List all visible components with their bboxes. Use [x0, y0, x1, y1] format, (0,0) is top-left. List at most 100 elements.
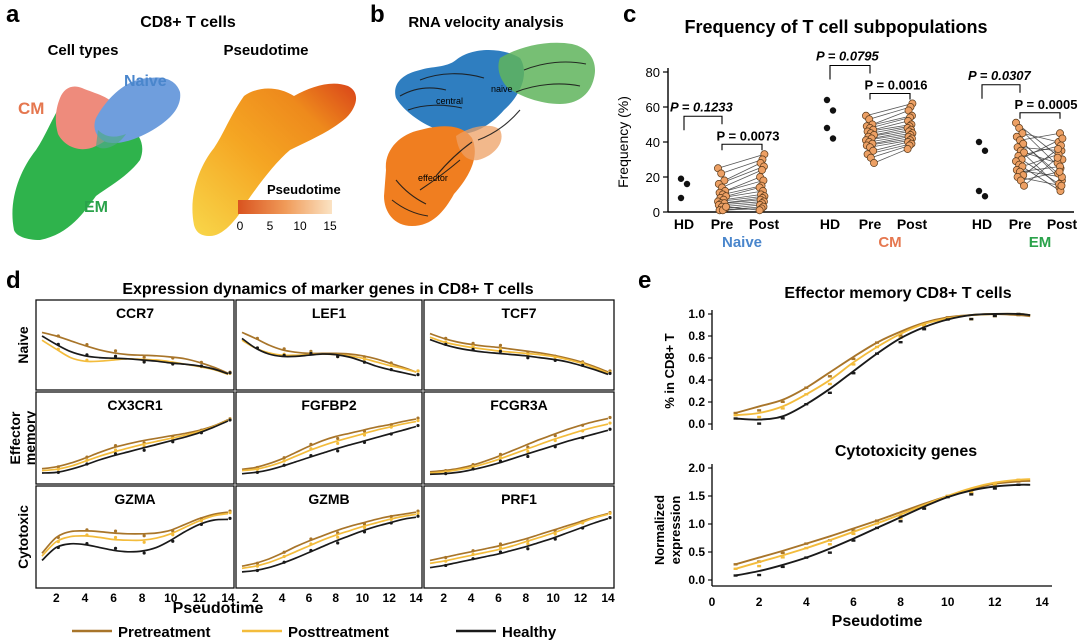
gene-panel-ccr7: CCR7 [35, 299, 235, 391]
pair-line [1018, 164, 1061, 192]
series-point-healthy [804, 556, 809, 559]
series-point-post [336, 441, 340, 446]
series-point-healthy [553, 537, 557, 541]
series-point-pre [113, 349, 118, 353]
series-point-healthy [199, 431, 203, 435]
series-point-healthy [969, 317, 974, 321]
series-point-pre [282, 347, 286, 351]
series-point-healthy [171, 440, 175, 444]
pair-line [724, 162, 761, 181]
p-value-outer: P = 0.0307 [968, 68, 1032, 83]
series-point-healthy [416, 373, 420, 377]
x-tick-label: 0 [709, 595, 716, 609]
series-point-post [733, 414, 738, 417]
series-point-pre [142, 355, 146, 359]
velocity-effector-cluster [384, 126, 475, 226]
x-tick-label: 4 [279, 591, 286, 605]
series-point-healthy [228, 418, 232, 422]
pre-point [720, 176, 729, 185]
series-point-healthy [362, 530, 367, 534]
series-point-healthy [922, 328, 927, 331]
effector-memory-charts: 0.0 0.2 0.4 0.6 0.8 1.0 % in CD8+ T 0.0 0.5 1.0 1.… [652, 307, 1052, 630]
colorbar-tick: 5 [267, 219, 274, 233]
series-point-post [1016, 478, 1021, 481]
p-value-inner: P = 0.0016 [864, 78, 927, 93]
y-tick-label: 20 [646, 170, 660, 185]
series-point-healthy [85, 462, 89, 466]
significance-bracket-inner [721, 143, 763, 151]
x-tick-label: 10 [356, 591, 370, 605]
panel-c: c Frequency of T cell subpopulations 0 20… [615, 1, 1078, 251]
panel-e: e Effector memory CD8+ T cells Cytotoxic… [638, 267, 1052, 630]
series-point-pre [142, 534, 146, 538]
chart-e-cytotoxicity: 0.0 0.5 1.0 1.5 2.0 0 2 4 6 8 10 12 14 Pseudotime Norm… [652, 461, 1052, 630]
pair-line [872, 136, 909, 145]
series-point-post [526, 449, 530, 454]
series-point-pre [199, 360, 203, 364]
series-point-post [757, 564, 762, 568]
pair-line [725, 176, 761, 192]
series-point-healthy [780, 417, 785, 420]
x-tick-label: 12 [193, 591, 207, 605]
series-point-healthy [1016, 312, 1021, 316]
series-line-post [241, 420, 417, 472]
series-point-healthy [945, 495, 950, 499]
series-point-post [56, 540, 60, 544]
panel-letter-d: d [6, 267, 21, 294]
series-point-healthy [875, 352, 879, 355]
gene-panel-prf1: PRF1 [423, 485, 615, 589]
pair-line [869, 106, 911, 120]
pre-point [870, 159, 878, 167]
series-point-post [733, 567, 738, 570]
series-point-post [851, 532, 856, 536]
series-point-healthy [113, 452, 118, 456]
pair-line [870, 125, 910, 134]
series-point-healthy [255, 470, 259, 475]
gene-title: TCF7 [502, 305, 537, 321]
series-point-post [56, 347, 60, 351]
p-value-inner: P = 0.0073 [716, 128, 779, 143]
x-tick-label: 8 [139, 591, 146, 605]
series-point-post [581, 361, 585, 365]
series-point-pre [1016, 480, 1021, 483]
x-tick-label: 8 [332, 591, 339, 605]
series-point-post [827, 543, 832, 546]
series-point-healthy [362, 440, 367, 445]
series-point-healthy [444, 472, 448, 476]
x-tick-label: 6 [306, 591, 313, 605]
series-point-healthy [309, 453, 313, 458]
gene-panel-frame [423, 485, 615, 589]
series-line-pre [241, 418, 417, 471]
legend-label: Pretreatment [118, 624, 211, 641]
pseudotime-cloud [192, 83, 357, 236]
x-tick-label: 10 [547, 591, 561, 605]
series-point-post [282, 554, 286, 559]
pair-line [721, 159, 763, 174]
panel-d-title: Expression dynamics of marker genes in C… [122, 281, 533, 298]
series-point-pre [282, 456, 286, 460]
gene-title: PRF1 [501, 491, 537, 507]
series-point-post [498, 347, 503, 351]
significance-bracket-outer [683, 115, 723, 131]
series-point-healthy [56, 342, 60, 346]
gene-title: FGFBP2 [301, 397, 356, 413]
panel-a-subtitle-pseudotime: Pseudotime [223, 42, 308, 59]
series-point-post [444, 559, 448, 563]
gene-panel-fcgr3a: FCGR3A [423, 391, 615, 485]
cluster-overlap [96, 130, 126, 149]
series-point-healthy [56, 545, 60, 550]
streamline [515, 83, 581, 93]
series-point-pre [898, 334, 903, 337]
y-tick-label: 0.0 [688, 417, 705, 431]
series-point-post [336, 535, 340, 539]
series-point-post [309, 542, 313, 546]
series-point-pre [851, 529, 856, 532]
series-point-healthy [444, 342, 448, 346]
series-point-post [553, 355, 557, 359]
series-point-post [171, 533, 175, 537]
series-point-post [389, 517, 393, 521]
row-label: Naive [15, 326, 31, 364]
series-point-pre [56, 535, 60, 539]
gene-title: GZMB [308, 491, 349, 507]
x-axis-label: Pseudotime [832, 613, 923, 630]
